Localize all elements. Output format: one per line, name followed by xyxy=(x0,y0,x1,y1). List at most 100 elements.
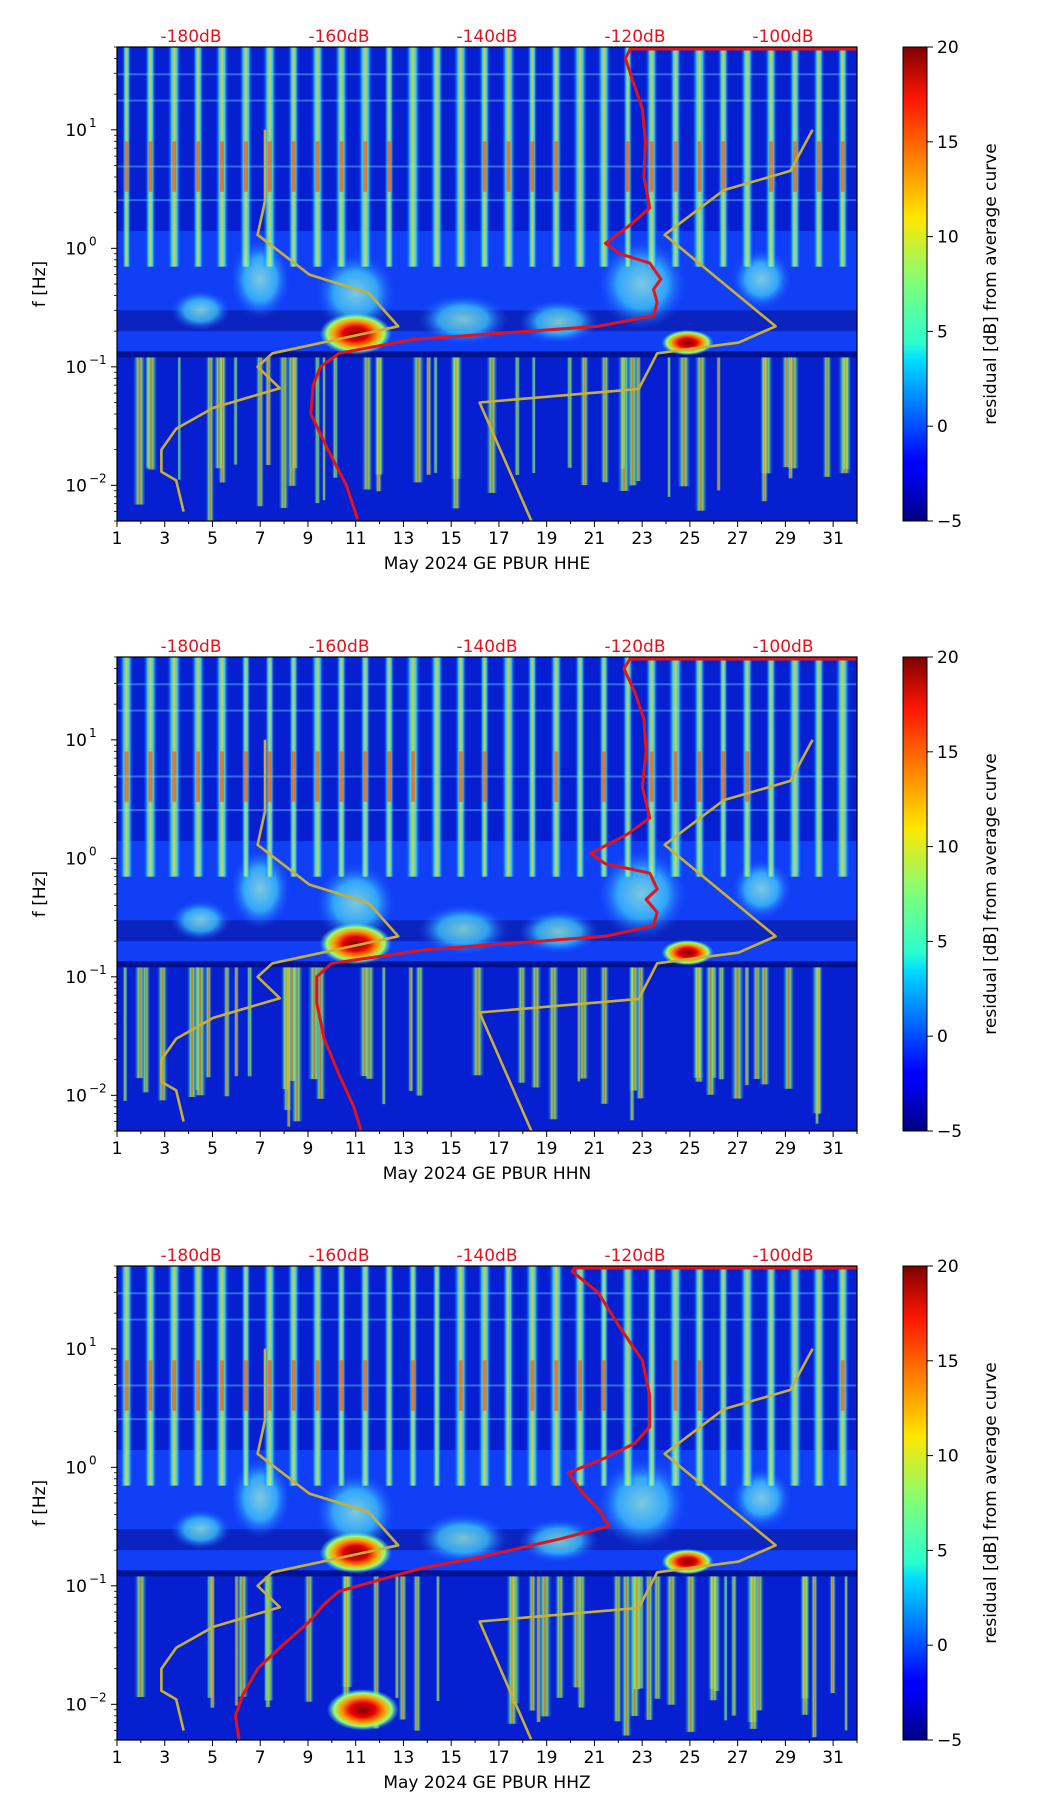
event-streak xyxy=(514,357,521,475)
stripe-core xyxy=(339,751,344,802)
stripe-core xyxy=(220,141,225,192)
stripe-core xyxy=(840,1360,845,1411)
stripe-core xyxy=(363,141,368,192)
x-tick-label: 25 xyxy=(679,529,701,549)
noise-blob xyxy=(518,909,599,954)
x-axis-label: May 2024 GE PBUR HHN xyxy=(383,1164,591,1184)
event-streak xyxy=(278,357,289,508)
stripe-core xyxy=(291,751,296,802)
colorbar-tick-label: −5 xyxy=(937,512,962,532)
spectrogram-area xyxy=(117,657,857,1131)
daily-stripe xyxy=(787,1266,802,1486)
event-streak xyxy=(516,967,527,1083)
event-streak xyxy=(814,967,822,1114)
event-streak xyxy=(433,357,438,473)
x-tick-label: 19 xyxy=(536,1748,558,1768)
event-streak xyxy=(600,357,610,483)
event-streak xyxy=(186,967,198,1098)
colorbar-tick-label: 0 xyxy=(937,1027,948,1047)
daily-stripe xyxy=(574,657,586,877)
db-tick-label: -160dB xyxy=(308,1246,369,1266)
daily-stripe xyxy=(405,47,421,267)
stripe-core xyxy=(601,1360,606,1411)
noise-blob xyxy=(170,900,231,941)
colorbar xyxy=(902,1265,928,1741)
event-streak xyxy=(723,1576,728,1721)
noise-blob xyxy=(418,294,509,345)
x-tick-label: 11 xyxy=(345,1139,367,1159)
event-streak xyxy=(374,357,385,475)
event-streak xyxy=(554,1576,565,1698)
colorbar-tick-label: 10 xyxy=(937,228,959,248)
stripe-core xyxy=(339,141,344,192)
event-streak xyxy=(122,967,128,1101)
event-streak xyxy=(579,357,590,486)
y-tick-label: 10 xyxy=(65,1695,87,1715)
colorbar-label: residual [dB] from average curve xyxy=(981,1362,1001,1643)
band-edge xyxy=(117,1570,857,1577)
y-axis-label: f [Hz] xyxy=(30,871,50,917)
x-tick-label: 17 xyxy=(488,529,510,549)
daily-stripe xyxy=(621,1266,635,1486)
event-streak xyxy=(665,1576,678,1705)
daily-stripe xyxy=(502,1266,515,1486)
y-axis-label: f [Hz] xyxy=(30,1480,50,1526)
colorbar-tick-label: −5 xyxy=(937,1122,962,1142)
colorbar-tick-label: 20 xyxy=(937,38,959,58)
noise-blob xyxy=(230,849,291,930)
y-tick-exponent: −2 xyxy=(89,1690,107,1704)
event-streak xyxy=(753,1576,765,1711)
band-edge xyxy=(117,961,857,968)
high-noise-model-curve xyxy=(478,1348,814,1740)
event-streak xyxy=(677,357,691,487)
harmonic-line xyxy=(117,99,857,102)
stripe-core xyxy=(792,141,797,192)
spectrogram-area xyxy=(117,1266,857,1740)
stripe-core xyxy=(220,1360,225,1411)
event-streak xyxy=(620,1576,632,1736)
harmonic-line xyxy=(117,1318,857,1321)
event-streak xyxy=(332,357,339,478)
stripe-core xyxy=(601,751,606,802)
event-streak xyxy=(209,1576,216,1708)
y-tick-exponent: 1 xyxy=(89,726,97,740)
event-streak xyxy=(506,1576,518,1724)
event-streak xyxy=(286,967,291,1127)
colorbar-tick-label: −5 xyxy=(937,1731,962,1751)
event-streak xyxy=(576,967,581,1082)
x-tick-label: 7 xyxy=(255,529,266,549)
x-tick-label: 17 xyxy=(488,1748,510,1768)
x-tick-label: 29 xyxy=(775,1748,797,1768)
y-tick-exponent: 1 xyxy=(89,1335,97,1349)
event-streak xyxy=(644,1576,654,1720)
x-tick-label: 3 xyxy=(159,1139,170,1159)
event-streak xyxy=(810,1576,818,1738)
noise-blob xyxy=(518,299,599,344)
event-streak xyxy=(361,357,373,490)
event-streak xyxy=(204,967,212,1078)
y-tick-exponent: 0 xyxy=(89,234,97,248)
y-tick-label: 10 xyxy=(65,968,87,988)
daily-stripe xyxy=(572,47,588,267)
x-tick-label: 27 xyxy=(727,1139,749,1159)
event-streak xyxy=(843,1576,849,1731)
x-tick-label: 9 xyxy=(303,1748,314,1768)
event-streak xyxy=(829,1576,837,1694)
db-tick-label: -180dB xyxy=(160,1246,221,1266)
x-tick-label: 27 xyxy=(727,1748,749,1768)
event-streak xyxy=(450,357,461,509)
db-tick-label: -100dB xyxy=(752,27,813,47)
stripe-core xyxy=(816,141,821,192)
noise-blob xyxy=(597,1458,688,1548)
y-tick-label: 10 xyxy=(65,358,87,378)
x-tick-label: 29 xyxy=(775,529,797,549)
event-streak xyxy=(576,1576,587,1708)
event-streak xyxy=(743,967,750,1086)
x-tick-label: 3 xyxy=(159,529,170,549)
stripe-core xyxy=(243,1360,248,1411)
daily-stripe xyxy=(812,657,825,877)
event-streak xyxy=(692,967,704,1078)
y-tick-exponent: 0 xyxy=(89,844,97,858)
